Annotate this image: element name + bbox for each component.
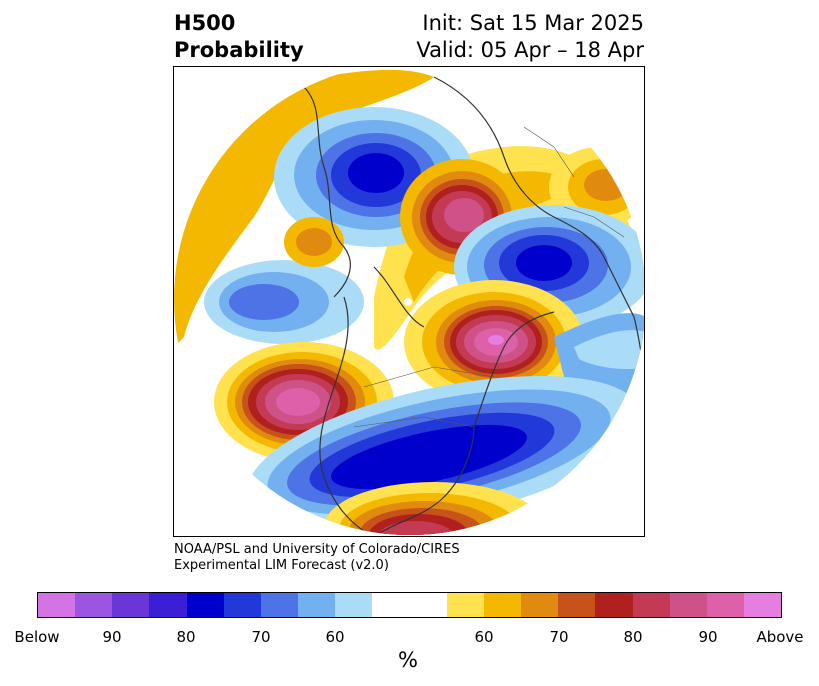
title-line-2: Probability (174, 38, 304, 62)
colorbar-swatch (669, 593, 707, 617)
colorbar-tick-below: Below (14, 628, 60, 646)
colorbar-tick-below-70: 70 (251, 628, 271, 646)
colorbar-swatch (446, 593, 484, 617)
colorbar-swatch (632, 593, 670, 617)
map-panel (173, 66, 645, 537)
colorbar-swatch (743, 593, 782, 617)
anomaly-below-united-states (247, 376, 641, 528)
colorbar-tick-above-90: 90 (698, 628, 718, 646)
colorbar-swatch (521, 593, 559, 617)
colorbar-tick-below-80: 80 (176, 628, 196, 646)
credit-line-1: NOAA/PSL and University of Colorado/CIRE… (174, 542, 460, 557)
north-pole-marker (404, 298, 412, 306)
colorbar-swatch (112, 593, 150, 617)
valid-date-range: Valid: 05 Apr – 18 Apr (416, 38, 644, 62)
map-title: H500 Probability (174, 10, 304, 64)
colorbar-swatch (75, 593, 113, 617)
anomaly-above-north-atlantic (404, 280, 584, 404)
colorbar-swatch (223, 593, 261, 617)
colorbar-swatch (149, 593, 187, 617)
colorbar-swatch (298, 593, 336, 617)
title-line-1: H500 (174, 11, 236, 35)
anomaly-above-north-pacific-band (174, 69, 434, 348)
colorbar-swatch (706, 593, 744, 617)
colorbar-swatch (409, 593, 447, 617)
colorbar-swatch (335, 593, 373, 617)
anomaly-below-north-pacific (204, 217, 364, 344)
colorbar-tick-above-80: 80 (623, 628, 643, 646)
colorbar (37, 592, 782, 618)
credit-line-2: Experimental LIM Forecast (v2.0) (174, 558, 389, 573)
colorbar-swatch (38, 593, 76, 617)
colorbar-tick-above-70: 70 (549, 628, 569, 646)
colorbar-unit: % (398, 648, 418, 672)
colorbar-swatch (558, 593, 596, 617)
colorbar-swatch (483, 593, 522, 617)
data-credit: NOAA/PSL and University of Colorado/CIRE… (174, 542, 460, 574)
colorbar-swatch (372, 593, 410, 617)
colorbar-swatch (260, 593, 299, 617)
colorbar-tick-below-90: 90 (102, 628, 122, 646)
colorbar-swatch (186, 593, 224, 617)
forecast-dates: Init: Sat 15 Mar 2025 Valid: 05 Apr – 18… (416, 10, 644, 64)
colorbar-tick-above: Above (756, 628, 804, 646)
anomaly-below-siberia (274, 107, 474, 247)
colorbar-swatch (595, 593, 633, 617)
colorbar-tick-below-60: 60 (325, 628, 345, 646)
colorbar-tick-above-60: 60 (474, 628, 494, 646)
probability-map (174, 67, 644, 535)
anomaly-above-gulf (324, 482, 544, 535)
init-date: Init: Sat 15 Mar 2025 (422, 11, 644, 35)
